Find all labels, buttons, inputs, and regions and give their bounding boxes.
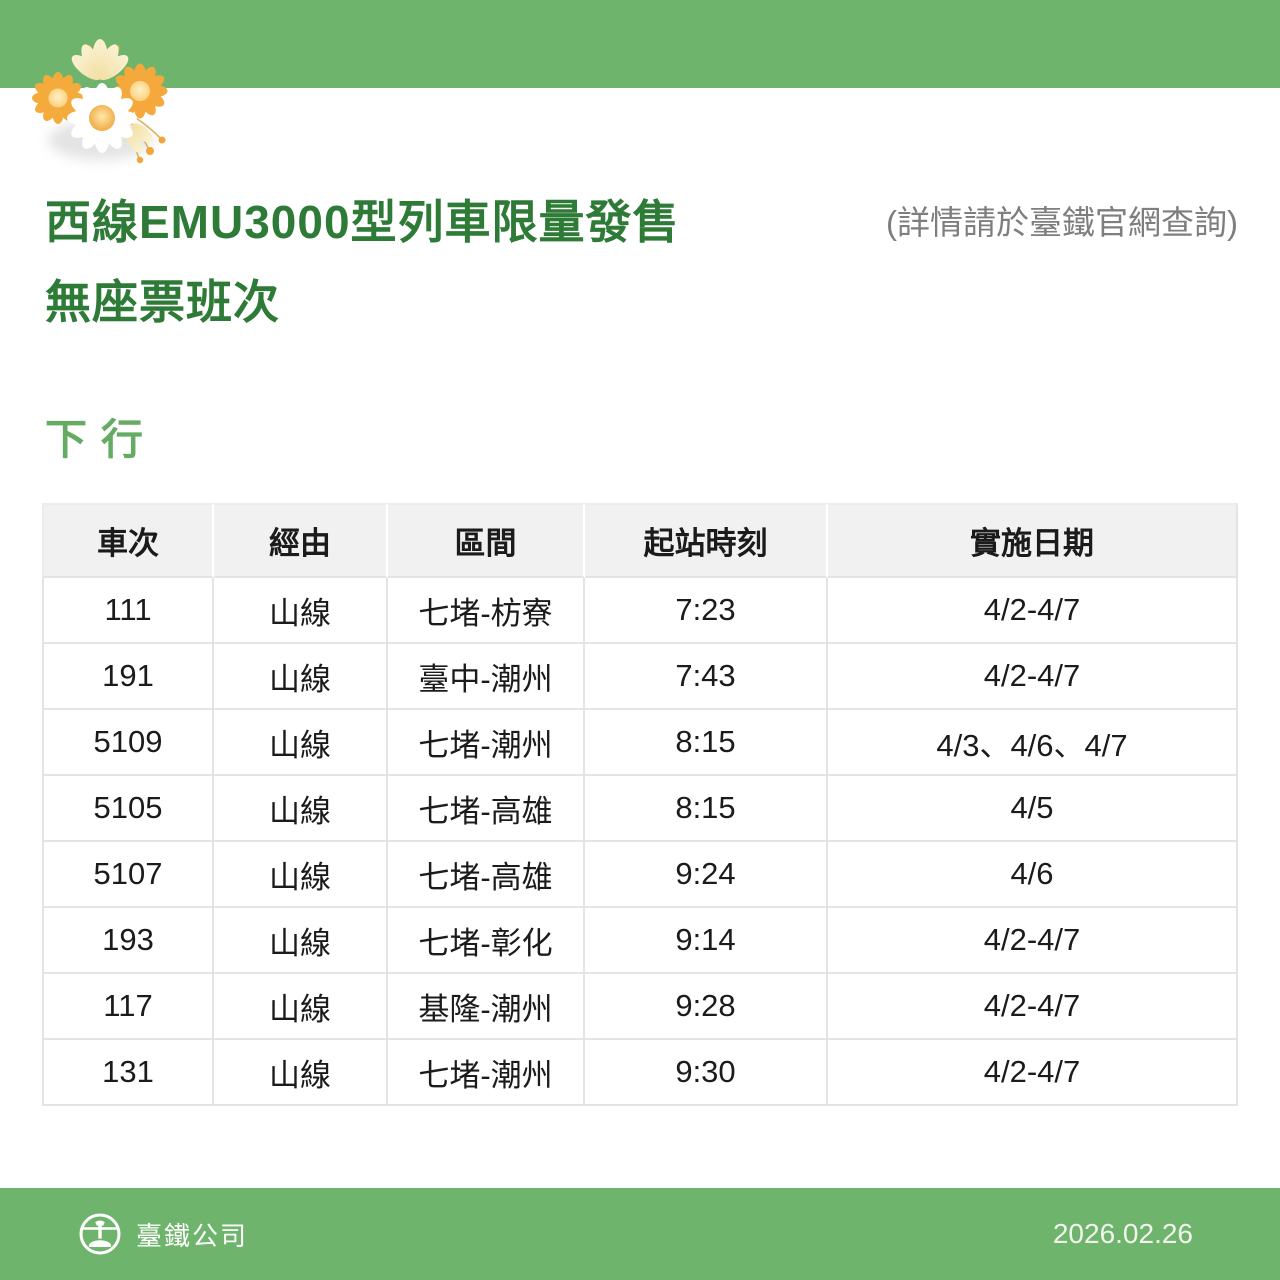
table-row: 5107 山線 七堵-高雄 9:24 4/6 — [42, 842, 1238, 908]
table-row: 5105 山線 七堵-高雄 8:15 4/5 — [42, 776, 1238, 842]
gold-daisy-left — [32, 72, 84, 124]
table-cell: 七堵-高雄 — [388, 842, 585, 908]
page-title: 西線EMU3000型列車限量發售 無座票班次 — [45, 182, 680, 342]
table-cell: 4/2-4/7 — [828, 1040, 1238, 1106]
fan-flower — [71, 39, 129, 81]
table-cell: 7:43 — [585, 644, 828, 710]
table-cell: 4/6 — [828, 842, 1238, 908]
table-cell: 193 — [42, 908, 214, 974]
table-cell: 4/2-4/7 — [828, 974, 1238, 1040]
taiwan-railway-logo-icon — [79, 1213, 121, 1255]
header-bar — [0, 0, 1280, 88]
table-row: 193 山線 七堵-彰化 9:14 4/2-4/7 — [42, 908, 1238, 974]
table-cell: 8:15 — [585, 776, 828, 842]
daisy-flowers-icon — [32, 39, 168, 164]
table-header-row: 車次 經由 區間 起站時刻 實施日期 — [42, 503, 1238, 578]
table-cell: 基隆-潮州 — [388, 974, 585, 1040]
publish-date: 2026.02.26 — [1052, 1218, 1193, 1249]
column-header-interval: 區間 — [388, 503, 585, 578]
table-cell: 9:24 — [585, 842, 828, 908]
table-cell: 臺中-潮州 — [388, 644, 585, 710]
table-cell: 8:15 — [585, 710, 828, 776]
table-row: 131 山線 七堵-潮州 9:30 4/2-4/7 — [42, 1040, 1238, 1106]
table-cell: 4/2-4/7 — [828, 578, 1238, 644]
table-cell: 七堵-潮州 — [388, 710, 585, 776]
table-cell: 4/2-4/7 — [828, 644, 1238, 710]
table-cell: 4/2-4/7 — [828, 908, 1238, 974]
table-cell: 山線 — [214, 908, 388, 974]
table-cell: 191 — [42, 644, 214, 710]
table-cell: 9:30 — [585, 1040, 828, 1106]
table-cell: 山線 — [214, 644, 388, 710]
table-cell: 111 — [42, 578, 214, 644]
note-text: (詳情請於臺鐵官網查詢) — [886, 204, 1238, 241]
table-cell: 七堵-彰化 — [388, 908, 585, 974]
table-cell: 山線 — [214, 974, 388, 1040]
column-header-train-no: 車次 — [42, 503, 214, 578]
table-row: 191 山線 臺中-潮州 7:43 4/2-4/7 — [42, 644, 1238, 710]
table-cell: 9:28 — [585, 974, 828, 1040]
white-daisy — [67, 83, 137, 153]
table-cell: 4/3、4/6、4/7 — [828, 710, 1238, 776]
table-cell: 131 — [42, 1040, 214, 1106]
table-cell: 4/5 — [828, 776, 1238, 842]
table-body: 111 山線 七堵-枋寮 7:23 4/2-4/7 191 山線 臺中-潮州 7:43 4/2-4… — [42, 578, 1238, 1106]
column-header-dates: 實施日期 — [828, 503, 1238, 578]
direction-label: 下行 — [45, 416, 158, 463]
table-row: 5109 山線 七堵-潮州 8:15 4/3、4/6、4/7 — [42, 710, 1238, 776]
table-cell: 山線 — [214, 842, 388, 908]
table-cell: 5109 — [42, 710, 214, 776]
column-header-depart-time: 起站時刻 — [585, 503, 828, 578]
table-cell: 117 — [42, 974, 214, 1040]
table-cell: 5107 — [42, 842, 214, 908]
table-cell: 七堵-潮州 — [388, 1040, 585, 1106]
page-title-line2: 無座票班次 — [45, 276, 280, 328]
table-cell: 山線 — [214, 1040, 388, 1106]
table-cell: 山線 — [214, 578, 388, 644]
company-name: 臺鐵公司 — [136, 1220, 249, 1251]
table-row: 111 山線 七堵-枋寮 7:23 4/2-4/7 — [42, 578, 1238, 644]
table-cell: 七堵-枋寮 — [388, 578, 585, 644]
table-cell: 七堵-高雄 — [388, 776, 585, 842]
page-title-line1: 西線EMU3000型列車限量發售 — [45, 196, 680, 248]
table-cell: 9:14 — [585, 908, 828, 974]
timetable: 車次 經由 區間 起站時刻 實施日期 111 山線 七堵-枋寮 7:23 4/2-4/7… — [42, 503, 1238, 1106]
table-cell: 山線 — [214, 776, 388, 842]
table-cell: 山線 — [214, 710, 388, 776]
table-cell: 7:23 — [585, 578, 828, 644]
footer-bar: 臺鐵公司 2026.02.26 — [0, 1188, 1280, 1280]
table-cell: 5105 — [42, 776, 214, 842]
table-row: 117 山線 基隆-潮州 9:28 4/2-4/7 — [42, 974, 1238, 1040]
column-header-via: 經由 — [214, 503, 388, 578]
